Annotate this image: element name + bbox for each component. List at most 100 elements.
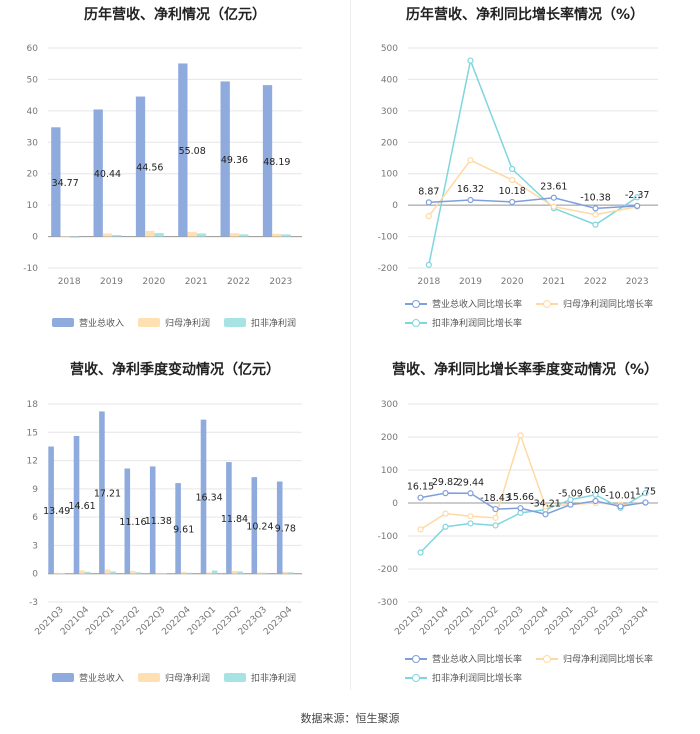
- bar-netprofit: [282, 571, 289, 574]
- y-tick-label: 200: [381, 138, 398, 148]
- bar-deducted: [110, 571, 116, 574]
- bar-data-label: 9.61: [173, 524, 194, 535]
- bar-netprofit: [130, 570, 136, 574]
- bar-revenue: [200, 419, 207, 574]
- point-growth-revenue: [467, 196, 474, 204]
- bar-data-label: 55.08: [179, 146, 206, 157]
- legend-q-netprofit[interactable]: 归母净利润: [138, 671, 210, 684]
- legend-netprofit[interactable]: 归母净利润: [138, 316, 210, 329]
- line-data-label: 29.44: [457, 477, 484, 488]
- line-growth-ded: [428, 57, 638, 266]
- y-tick-label: 300: [381, 107, 398, 117]
- y-tick-label: 6: [32, 513, 38, 523]
- annual-bar-legend: 营业总收入 归母净利润 扣非净利润: [52, 316, 310, 335]
- point-growth-ded: [592, 491, 599, 498]
- bar-netprofit: [102, 233, 113, 237]
- quarter-bar-panel: 营收、净利季度变动情况（亿元） -3 0 3 6 9 12 15 18 13.49 14.61 17…: [0, 355, 350, 710]
- x-tick-label: 2019: [459, 277, 482, 287]
- legend-revenue[interactable]: 营业总收入: [52, 316, 124, 329]
- legend-growth-ded[interactable]: 扣非净利润同比增长率: [405, 316, 522, 329]
- annual-line-panel: 历年营收、净利同比增长率情况（%） -200 -100 0 100 200 300 400 5…: [350, 0, 700, 355]
- bar-data-label: 11.16: [119, 517, 146, 528]
- bar-netprofit: [229, 233, 240, 237]
- legend-deducted[interactable]: 扣非净利润: [224, 316, 296, 329]
- bar-netprofit: [187, 231, 197, 237]
- bar-deducted: [281, 234, 291, 237]
- bar-netprofit: [145, 230, 155, 237]
- x-tick-label: 2019: [100, 277, 123, 287]
- bar-revenue: [93, 109, 103, 237]
- y-tick-label: 18: [27, 400, 39, 410]
- line-data-label: 1.75: [635, 486, 656, 497]
- legend-q-revenue[interactable]: 营业总收入: [52, 671, 124, 684]
- bar-data-label: 17.21: [94, 489, 121, 500]
- bar-revenue: [48, 446, 54, 574]
- y-tick-label: -100: [378, 233, 399, 243]
- point-growth-revenue: [567, 501, 574, 508]
- legend-q-growth-ded[interactable]: 扣非净利润同比增长率: [405, 671, 522, 684]
- line-data-label: 16.15: [407, 482, 434, 493]
- legend-q-deducted[interactable]: 扣非净利润: [224, 671, 296, 684]
- bar-revenue: [251, 477, 258, 574]
- y-tick-label: 0: [392, 201, 398, 211]
- x-tick-label: 2022: [584, 277, 607, 287]
- line-data-label: 23.61: [540, 182, 567, 193]
- bar-netprofit: [60, 236, 70, 238]
- bar-data-label: 40.44: [94, 169, 121, 180]
- quarter-bar-legend: 营业总收入 归母净利润 扣非净利润: [52, 671, 310, 690]
- bar-data-label: 11.84: [221, 514, 248, 525]
- bar-revenue: [135, 96, 146, 237]
- line-data-label: 16.32: [457, 184, 484, 195]
- legend-growth-revenue[interactable]: 营业总收入同比增长率: [405, 297, 522, 310]
- y-tick-label: 0: [32, 570, 38, 580]
- bar-revenue: [175, 483, 181, 574]
- x-tick-label: 2018: [417, 277, 440, 287]
- point-growth-ded: [467, 520, 474, 527]
- legend-growth-net[interactable]: 归母净利润同比增长率: [536, 297, 653, 310]
- line-data-label: -2.37: [625, 190, 650, 201]
- y-tick-label: 20: [27, 170, 39, 180]
- y-tick-label: -3: [29, 598, 38, 608]
- bar-netprofit: [231, 570, 238, 574]
- y-tick-label: 9: [32, 485, 38, 495]
- annual-line-chart: -200 -100 0 100 200 300 400 500 8.87 16.32 10.18 23…: [378, 44, 658, 287]
- point-growth-ded: [642, 490, 649, 497]
- quarter-line-legend: 营业总收入同比增长率 归母净利润同比增长率 扣非净利润同比增长率: [405, 652, 695, 690]
- y-tick-label: 30: [27, 138, 39, 148]
- point-growth-ded: [592, 221, 599, 228]
- bar-deducted: [112, 235, 122, 237]
- y-tick-label: -200: [378, 565, 399, 575]
- x-tick-label: 2021: [185, 277, 208, 287]
- point-growth-net: [467, 513, 474, 520]
- y-tick-label: 0: [392, 499, 398, 509]
- bar-data-label: 44.56: [136, 163, 163, 174]
- bar-revenue: [276, 481, 283, 574]
- y-tick-label: 100: [381, 466, 398, 476]
- point-growth-revenue: [642, 499, 649, 506]
- annual-line-legend: 营业总收入同比增长率 归母净利润同比增长率 扣非净利润同比增长率: [405, 297, 695, 335]
- bar-deducted: [69, 236, 80, 238]
- bar-deducted: [196, 233, 207, 237]
- legend-q-growth-net[interactable]: 归母净利润同比增长率: [536, 652, 653, 665]
- bar-deducted: [161, 573, 167, 575]
- point-growth-net: [492, 514, 499, 521]
- point-growth-ded: [425, 261, 432, 268]
- point-growth-revenue: [634, 202, 641, 209]
- annual-bar-panel: 历年营收、净利情况（亿元） -10 0 10 20 30 40 50 60 34.77 40.44…: [0, 0, 350, 355]
- bar-data-label: 14.61: [68, 501, 95, 512]
- point-growth-revenue: [542, 511, 549, 518]
- point-growth-net: [417, 526, 424, 533]
- bar-deducted: [186, 572, 193, 574]
- line-growth-revenue: [420, 492, 646, 516]
- y-tick-label: -300: [378, 598, 399, 608]
- y-tick-label: 60: [27, 44, 39, 54]
- bar-revenue: [149, 466, 156, 574]
- line-data-label: -10.01: [605, 490, 636, 501]
- legend-q-growth-revenue[interactable]: 营业总收入同比增长率: [405, 652, 522, 665]
- bar-netprofit: [206, 572, 212, 574]
- bar-data-label: 48.19: [263, 157, 290, 168]
- annual-line-title: 历年营收、净利同比增长率情况（%）: [405, 7, 645, 23]
- bar-netprofit: [53, 572, 60, 574]
